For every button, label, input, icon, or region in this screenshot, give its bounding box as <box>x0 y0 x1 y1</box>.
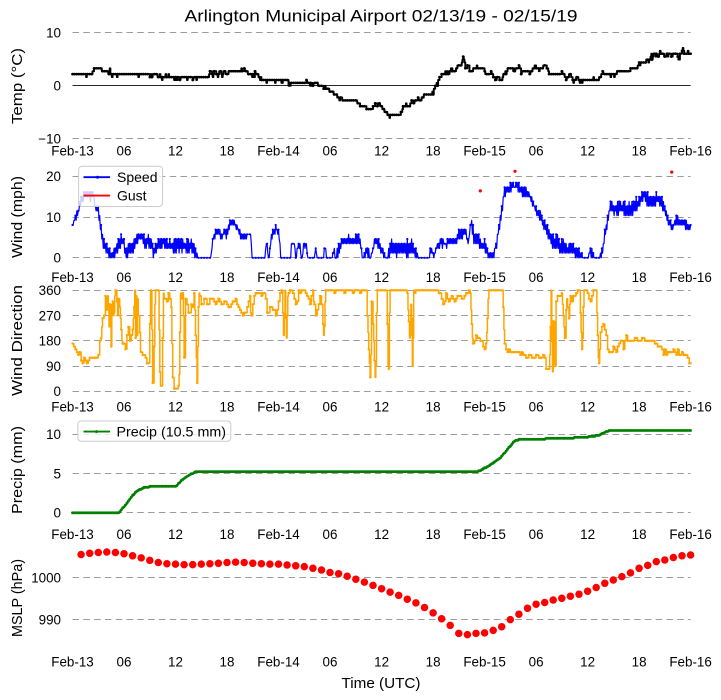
svg-text:Feb-14: Feb-14 <box>257 144 300 159</box>
svg-text:18: 18 <box>220 270 235 285</box>
svg-text:Wind (mph): Wind (mph) <box>9 176 26 258</box>
svg-text:Feb-13: Feb-13 <box>51 144 93 159</box>
svg-text:06: 06 <box>117 144 132 159</box>
svg-text:06: 06 <box>117 655 132 670</box>
svg-text:Feb-15: Feb-15 <box>463 400 505 415</box>
svg-text:Precip (mm): Precip (mm) <box>9 426 26 514</box>
svg-text:10: 10 <box>46 427 61 442</box>
svg-text:−10: −10 <box>38 132 61 147</box>
svg-text:Feb-13: Feb-13 <box>51 270 93 285</box>
svg-text:Feb-15: Feb-15 <box>463 527 505 542</box>
svg-text:Time (UTC): Time (UTC) <box>342 675 421 692</box>
svg-text:06: 06 <box>117 400 132 415</box>
svg-text:06: 06 <box>323 270 338 285</box>
svg-text:90: 90 <box>46 359 61 374</box>
svg-text:06: 06 <box>117 527 132 542</box>
svg-text:10: 10 <box>46 26 61 41</box>
svg-text:18: 18 <box>220 655 235 670</box>
svg-text:12: 12 <box>168 655 183 670</box>
svg-text:18: 18 <box>220 144 235 159</box>
svg-text:18: 18 <box>632 400 647 415</box>
svg-text:Feb-16: Feb-16 <box>669 270 711 285</box>
svg-text:Wind Direction: Wind Direction <box>9 285 26 396</box>
svg-text:12: 12 <box>580 527 595 542</box>
svg-text:12: 12 <box>580 144 595 159</box>
svg-text:06: 06 <box>323 527 338 542</box>
svg-text:18: 18 <box>426 655 441 670</box>
svg-text:0: 0 <box>54 506 61 521</box>
svg-text:Feb-14: Feb-14 <box>257 527 300 542</box>
svg-text:18: 18 <box>632 144 647 159</box>
svg-text:06: 06 <box>529 527 544 542</box>
svg-text:Precip (10.5 mm): Precip (10.5 mm) <box>117 423 227 439</box>
svg-text:Feb-14: Feb-14 <box>257 655 300 670</box>
svg-text:06: 06 <box>529 144 544 159</box>
svg-text:12: 12 <box>580 400 595 415</box>
svg-text:1000: 1000 <box>31 571 61 586</box>
svg-text:Feb-13: Feb-13 <box>51 400 93 415</box>
svg-text:0: 0 <box>54 79 61 94</box>
svg-text:180: 180 <box>39 334 61 349</box>
svg-text:06: 06 <box>323 655 338 670</box>
svg-text:18: 18 <box>632 270 647 285</box>
svg-text:Feb-16: Feb-16 <box>669 400 711 415</box>
svg-text:MSLP (hPa): MSLP (hPa) <box>9 559 26 637</box>
svg-text:Feb-16: Feb-16 <box>669 655 711 670</box>
svg-text:12: 12 <box>168 527 183 542</box>
svg-text:18: 18 <box>426 527 441 542</box>
svg-text:18: 18 <box>220 400 235 415</box>
svg-text:0: 0 <box>54 384 61 399</box>
svg-text:Feb-14: Feb-14 <box>257 270 300 285</box>
svg-text:10: 10 <box>46 210 61 225</box>
svg-text:Feb-14: Feb-14 <box>257 400 300 415</box>
svg-text:20: 20 <box>46 169 61 184</box>
svg-text:18: 18 <box>426 270 441 285</box>
svg-text:06: 06 <box>323 400 338 415</box>
svg-text:18: 18 <box>632 655 647 670</box>
svg-text:Temp (°C): Temp (°C) <box>9 48 26 124</box>
svg-text:Arlington Municipal Airport 02: Arlington Municipal Airport 02/13/19 - 0… <box>185 8 578 26</box>
svg-text:Speed: Speed <box>117 169 157 185</box>
svg-text:0: 0 <box>54 251 61 266</box>
svg-text:12: 12 <box>374 400 389 415</box>
svg-text:06: 06 <box>529 270 544 285</box>
svg-text:Feb-15: Feb-15 <box>463 270 505 285</box>
svg-text:12: 12 <box>374 270 389 285</box>
svg-text:18: 18 <box>632 527 647 542</box>
svg-text:06: 06 <box>117 270 132 285</box>
svg-text:12: 12 <box>580 270 595 285</box>
svg-text:06: 06 <box>529 400 544 415</box>
svg-text:Feb-13: Feb-13 <box>51 655 93 670</box>
svg-text:18: 18 <box>426 144 441 159</box>
svg-text:06: 06 <box>529 655 544 670</box>
svg-text:5: 5 <box>54 466 61 481</box>
svg-text:990: 990 <box>39 612 61 627</box>
svg-text:12: 12 <box>168 270 183 285</box>
svg-text:12: 12 <box>580 655 595 670</box>
svg-text:270: 270 <box>39 308 61 323</box>
svg-text:12: 12 <box>374 527 389 542</box>
svg-text:Feb-16: Feb-16 <box>669 144 711 159</box>
svg-text:12: 12 <box>374 655 389 670</box>
svg-text:Feb-15: Feb-15 <box>463 655 505 670</box>
svg-text:06: 06 <box>323 144 338 159</box>
svg-text:12: 12 <box>168 144 183 159</box>
svg-text:12: 12 <box>168 400 183 415</box>
svg-text:Feb-16: Feb-16 <box>669 527 711 542</box>
svg-text:Feb-13: Feb-13 <box>51 527 93 542</box>
svg-text:Feb-15: Feb-15 <box>463 144 505 159</box>
svg-text:Gust: Gust <box>117 188 147 204</box>
svg-text:12: 12 <box>374 144 389 159</box>
svg-text:18: 18 <box>220 527 235 542</box>
svg-text:18: 18 <box>426 400 441 415</box>
svg-text:360: 360 <box>39 283 61 298</box>
